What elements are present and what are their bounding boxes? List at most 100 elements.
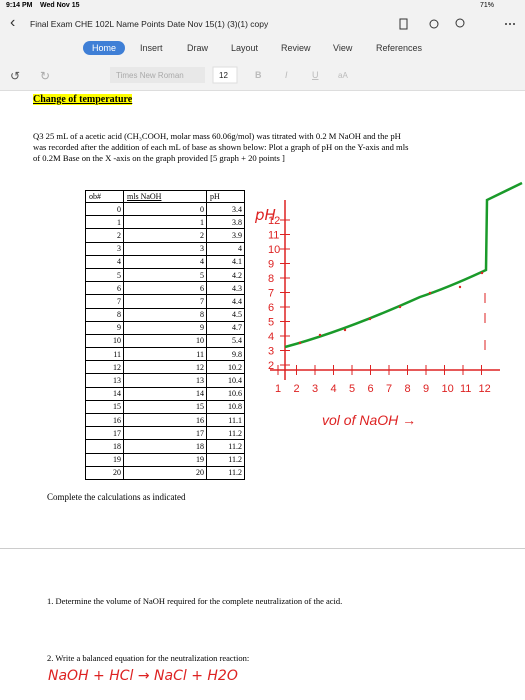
y-number: 2 bbox=[268, 360, 274, 372]
table-cell: 13 bbox=[123, 373, 207, 388]
search-icon[interactable] bbox=[455, 18, 465, 28]
back-button[interactable]: ‹ bbox=[10, 14, 16, 31]
table-cell: 5 bbox=[84, 267, 125, 283]
table-cell: 2 bbox=[84, 228, 125, 243]
y-number: 7 bbox=[268, 288, 274, 300]
table-cell: 15 bbox=[84, 399, 125, 415]
table-cell: 19 bbox=[84, 452, 125, 467]
tab[interactable]: Insert bbox=[140, 43, 163, 53]
table-row: 15 15 10.8 bbox=[84, 399, 246, 415]
table-header: ob# bbox=[84, 190, 125, 203]
table-cell: 0 bbox=[84, 201, 125, 217]
table-cell: 1 bbox=[123, 215, 207, 230]
tab[interactable]: Draw bbox=[187, 43, 209, 53]
file-icon[interactable] bbox=[399, 18, 408, 30]
tab[interactable]: Layout bbox=[231, 43, 259, 53]
x-number: 12 bbox=[479, 383, 491, 395]
table-cell: 7 bbox=[84, 294, 125, 309]
table-cell: 5.4 bbox=[205, 333, 246, 349]
table-row: 2 2 3.9 bbox=[84, 228, 246, 243]
table-row: 1 1 3.8 bbox=[84, 215, 246, 230]
table-row: 8 8 4.5 bbox=[84, 307, 246, 322]
table-cell: 4.5 bbox=[205, 307, 246, 322]
time: 9:14 PM bbox=[6, 2, 33, 9]
app-bar: 9:14 PM Wed Nov 15 71% ‹ Final Exam CHE … bbox=[0, 0, 525, 91]
table-cell: 8 bbox=[123, 307, 207, 322]
table-cell: 6 bbox=[123, 281, 207, 296]
tab[interactable]: Review bbox=[281, 43, 311, 53]
y-number: 9 bbox=[268, 259, 274, 271]
table-row: 9 9 4.7 bbox=[84, 320, 246, 335]
date: Wed Nov 15 bbox=[40, 2, 80, 9]
table-cell: 11.2 bbox=[205, 452, 246, 467]
table-cell: 10 bbox=[84, 333, 125, 349]
table-cell: 10.2 bbox=[205, 360, 246, 375]
italic[interactable]: I bbox=[285, 70, 288, 80]
heading: Change of temperature bbox=[33, 94, 133, 105]
idea-icon[interactable] bbox=[429, 19, 439, 29]
y-number: 6 bbox=[268, 302, 274, 314]
table-cell: 6 bbox=[84, 281, 125, 296]
font-name[interactable]: Times New Roman bbox=[116, 71, 184, 80]
y-number: 5 bbox=[268, 317, 274, 329]
table-cell: 5 bbox=[123, 267, 207, 283]
toolbar: ↺ ↻ Times New Roman 12 B I U aA bbox=[10, 66, 348, 84]
table-row: 14 14 10.6 bbox=[84, 386, 246, 401]
table-cell: 4 bbox=[205, 241, 246, 256]
table-cell: 15 bbox=[123, 399, 207, 415]
y-number: 3 bbox=[268, 346, 274, 358]
table-cell: 4 bbox=[123, 254, 207, 269]
y-number: 10 bbox=[268, 244, 280, 256]
table-cell: 4 bbox=[84, 254, 125, 269]
table-cell: 4.3 bbox=[205, 281, 246, 296]
y-number: 12 bbox=[268, 215, 280, 227]
redo[interactable]: ↻ bbox=[40, 69, 50, 83]
question-1: 1. Determine the volume of NaOH required… bbox=[47, 596, 343, 606]
table-row: 13 13 10.4 bbox=[84, 373, 246, 388]
x-number: 6 bbox=[368, 383, 374, 395]
font-size[interactable]: 12 bbox=[219, 71, 228, 80]
x-number: 10 bbox=[442, 383, 454, 395]
font-size-tool[interactable]: aA bbox=[338, 71, 348, 80]
equation: NaOH + HCl → NaCl + H2O bbox=[48, 668, 238, 684]
question-line: Q3 25 mL of a acetic acid (CH₃COOH, mola… bbox=[33, 131, 401, 141]
question-2: 2. Write a balanced equation for the neu… bbox=[47, 653, 250, 663]
page-break bbox=[0, 548, 525, 549]
underline[interactable]: U bbox=[312, 70, 319, 80]
table-cell: 14 bbox=[123, 386, 207, 401]
x-label: vol of NaOH → bbox=[322, 412, 416, 428]
x-number: 3 bbox=[312, 383, 318, 395]
table-cell: 3 bbox=[84, 241, 125, 256]
bold[interactable]: B bbox=[255, 70, 262, 80]
x-number: 4 bbox=[331, 383, 337, 395]
tab[interactable]: Home bbox=[83, 41, 126, 55]
table-cell: 10.8 bbox=[205, 399, 246, 415]
table-row: 11 11 9.8 bbox=[84, 347, 246, 362]
curve bbox=[284, 181, 523, 349]
undo[interactable]: ↺ bbox=[10, 69, 20, 83]
table-cell: 4.7 bbox=[205, 320, 246, 335]
table-row: 7 7 4.4 bbox=[84, 294, 246, 309]
table-cell: 10.4 bbox=[205, 373, 246, 388]
table-cell: 1 bbox=[84, 215, 125, 230]
table-cell: 4.2 bbox=[205, 267, 246, 283]
tab[interactable]: References bbox=[376, 43, 423, 53]
table-cell: 13 bbox=[84, 373, 125, 388]
table-cell: 17 bbox=[84, 426, 125, 441]
table-cell: 7 bbox=[123, 294, 207, 309]
question-line: of 0.2M Base on the X -axis on the graph… bbox=[33, 153, 285, 163]
tab[interactable]: View bbox=[333, 43, 353, 53]
table-cell: 10.6 bbox=[205, 386, 246, 401]
table-cell: 11.2 bbox=[205, 465, 246, 480]
table-cell: 4.4 bbox=[205, 294, 246, 309]
table-cell: 0 bbox=[123, 201, 207, 217]
instruction: Complete the calculations as indicated bbox=[47, 492, 186, 502]
table-cell: 18 bbox=[123, 439, 207, 454]
table-cell: 2 bbox=[123, 228, 207, 243]
battery: 71% bbox=[480, 2, 495, 9]
x-number: 2 bbox=[294, 383, 300, 395]
table-row: 6 6 4.3 bbox=[84, 281, 246, 296]
y-number: 4 bbox=[268, 331, 274, 343]
